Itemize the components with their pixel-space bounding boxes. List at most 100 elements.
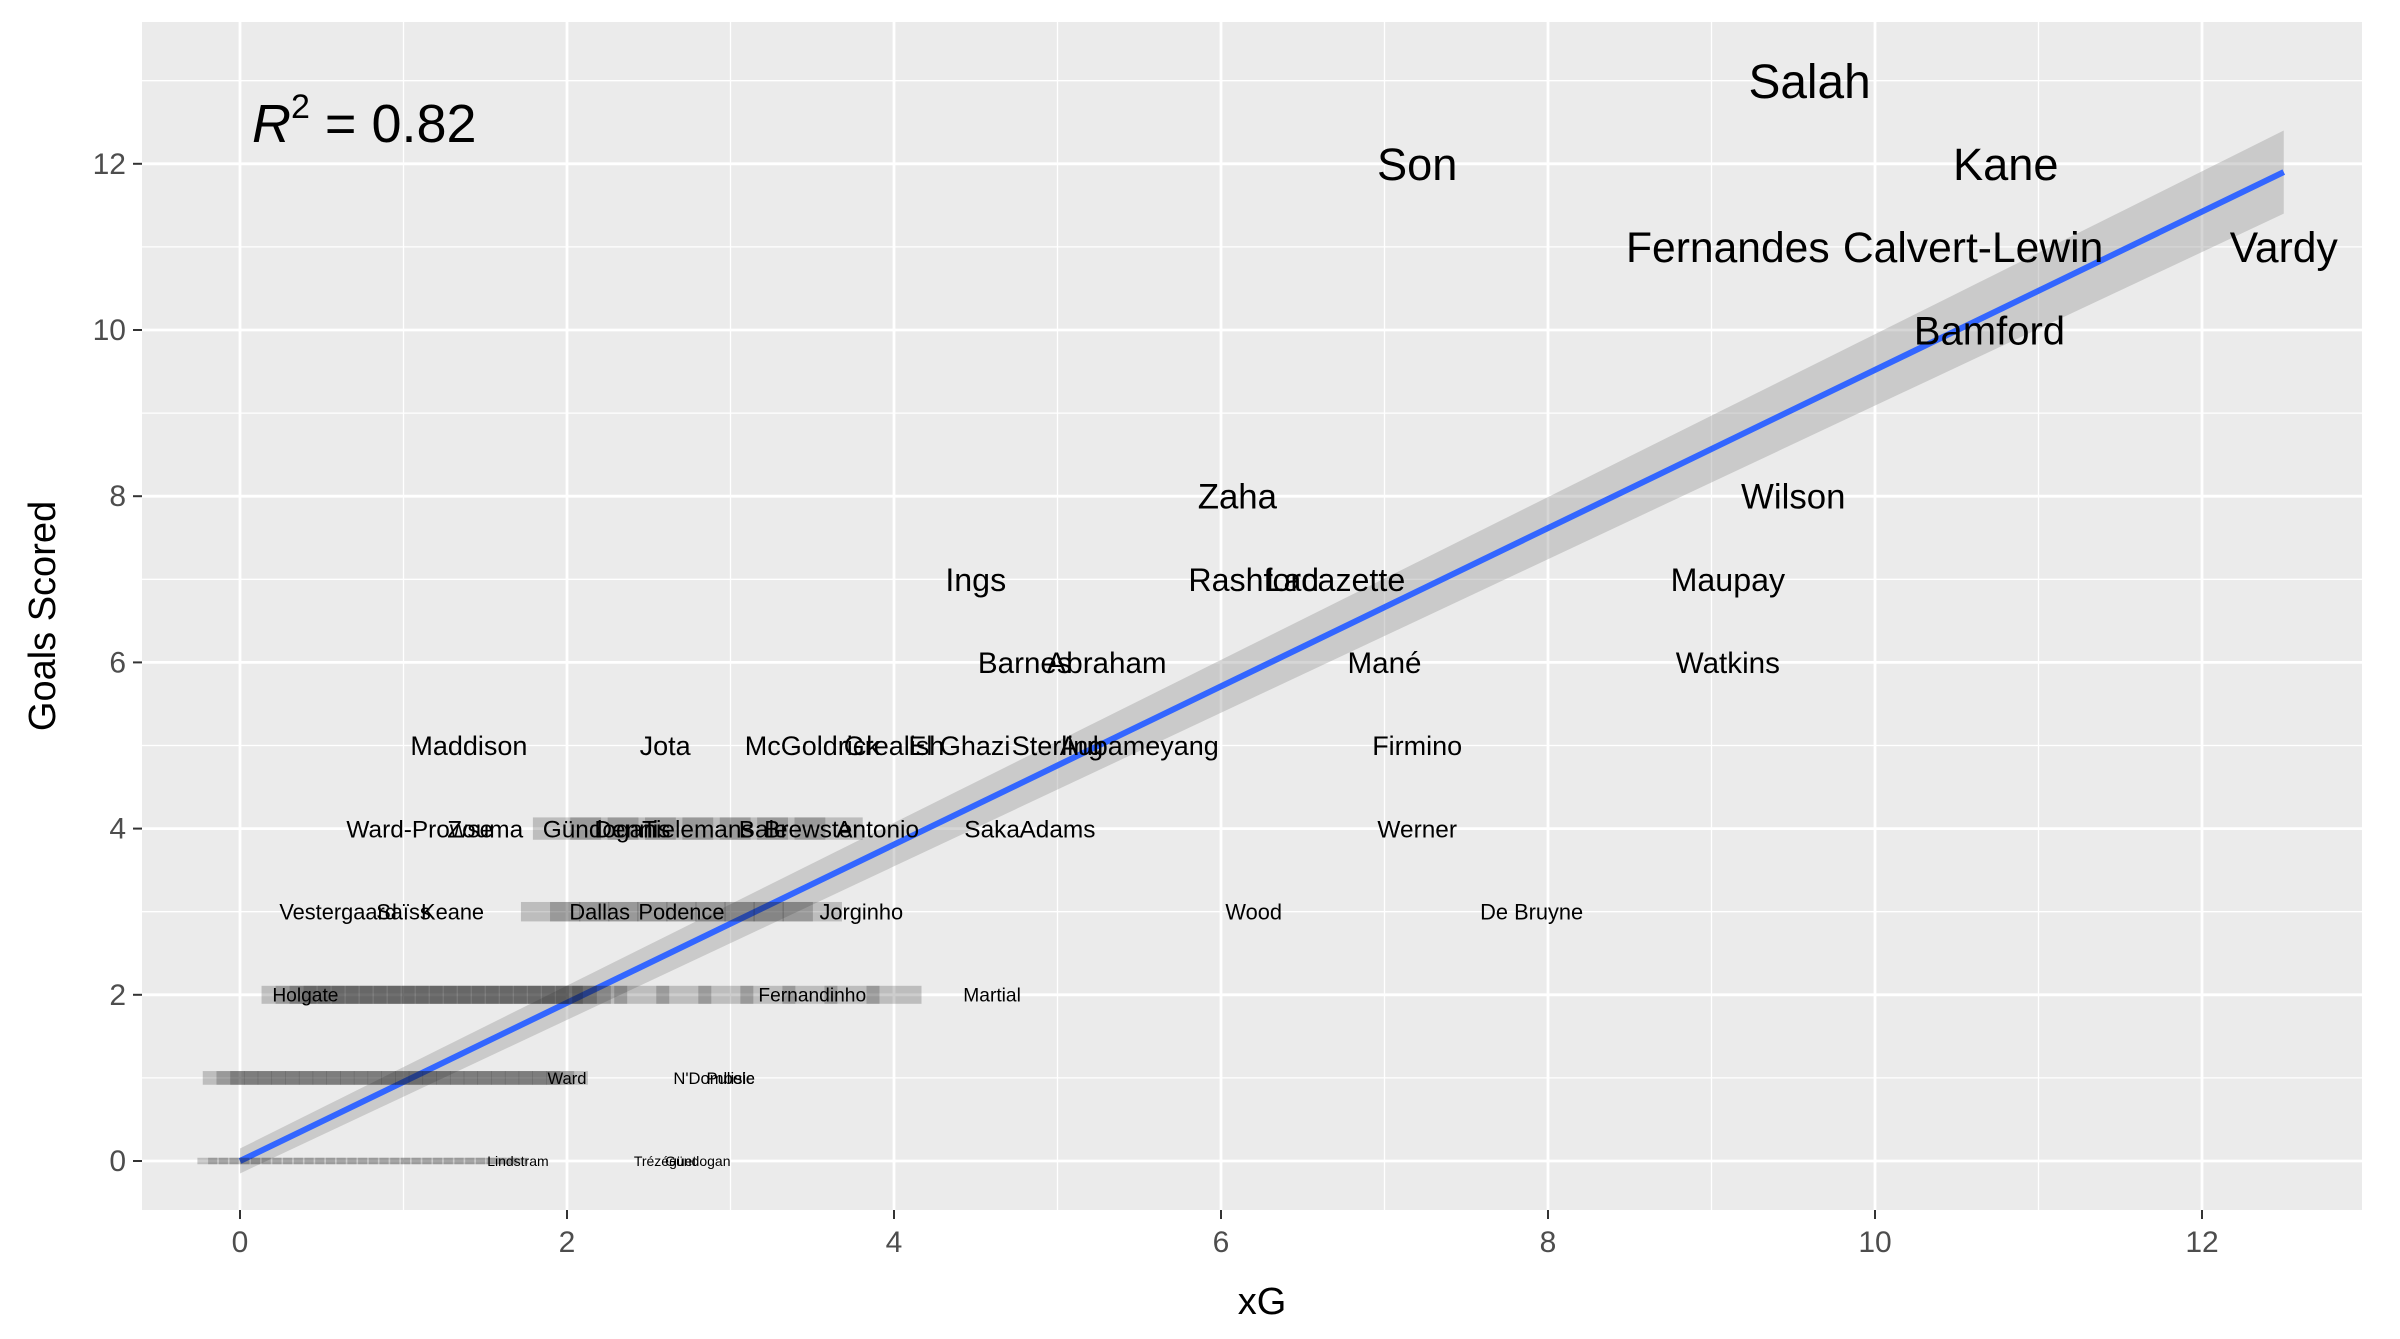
point-label: Antonio [836, 816, 919, 843]
overlapping-labels [197, 817, 922, 1165]
y-tick-label: 4 [109, 813, 126, 846]
point-label: Barnes [978, 647, 1072, 680]
overlapping-label-mark [208, 1157, 228, 1165]
overlapping-label-mark [698, 985, 754, 1004]
overlapping-label-mark [408, 1071, 451, 1085]
point-label: Dallas [569, 900, 630, 925]
overlapping-label-mark [513, 985, 569, 1004]
overlapping-label-mark [508, 1157, 528, 1165]
overlapping-label-mark [499, 985, 555, 1004]
overlapping-label-mark [449, 1071, 492, 1085]
point-label: Aubameyang [1060, 731, 1219, 761]
y-tick-label: 2 [109, 979, 126, 1012]
point-label: Wood [1225, 900, 1282, 925]
overlapping-label-mark [390, 1157, 411, 1165]
overlapping-label-mark [353, 1071, 396, 1085]
point-label: Martial [963, 986, 1021, 1007]
y-tick-label: 8 [109, 480, 126, 513]
overlapping-label-mark [395, 1071, 437, 1085]
overlapping-label-mark [570, 817, 639, 840]
point-label: Zouma [447, 816, 523, 843]
point-label: Bale [739, 816, 788, 843]
overlapping-label-mark [866, 985, 922, 1004]
point-label: Dennis [594, 816, 670, 843]
point-label: Gündogan [543, 816, 657, 843]
overlapping-label-mark [520, 901, 581, 922]
point-label: Abraham [1047, 647, 1167, 680]
overlapping-label-mark [381, 1071, 424, 1085]
point-label: Keane [421, 900, 484, 925]
overlapping-label-mark [368, 1157, 389, 1165]
overlapping-label-mark [695, 901, 755, 922]
overlapping-label-mark [724, 901, 784, 922]
overlapping-label-mark [824, 985, 880, 1004]
overlapping-label-mark [532, 817, 602, 840]
point-label: Maddison [410, 731, 527, 761]
trend-line [238, 169, 2286, 1164]
overlapping-label-mark [471, 985, 527, 1004]
overlapping-label-mark [443, 985, 499, 1004]
overlapping-label-mark [379, 1157, 400, 1165]
overlapping-label-mark [271, 1071, 314, 1085]
x-axis-title: xG [1238, 1281, 1287, 1323]
point-label: Rashford [1188, 562, 1319, 598]
overlapping-label-mark [555, 985, 611, 1004]
x-tick-label: 4 [886, 1226, 903, 1259]
overlapping-label-mark [401, 985, 457, 1004]
point-label: Firmino [1372, 731, 1462, 761]
minor-gridlines [142, 22, 2362, 1210]
overlapping-label-mark [261, 985, 317, 1004]
overlapping-label-mark [317, 985, 373, 1004]
overlapping-label-mark [457, 985, 513, 1004]
overlapping-label-mark [614, 985, 670, 1004]
overlapping-label-mark [475, 1157, 496, 1165]
overlapping-label-mark [546, 1071, 588, 1085]
overlapping-label-mark [367, 1071, 410, 1085]
point-label: Fernandinho [758, 986, 866, 1007]
panel-background [142, 22, 2362, 1210]
overlapping-label-mark [740, 985, 796, 1004]
overlapping-label-mark [541, 985, 597, 1004]
overlapping-label-mark [275, 985, 331, 1004]
x-tick-label: 2 [559, 1226, 576, 1259]
overlapping-label-mark [411, 1157, 432, 1165]
overlapping-label-mark [572, 985, 628, 1004]
point-label: Tielemans [642, 816, 754, 843]
overlapping-label-mark [608, 901, 668, 922]
overlapping-label-mark [637, 901, 697, 922]
overlapping-label-mark [312, 1071, 355, 1085]
overlapping-label-mark [358, 1157, 378, 1165]
point-label: Salah [1748, 56, 1870, 109]
overlapping-label-mark [293, 1157, 314, 1165]
overlapping-label-mark [504, 1071, 547, 1085]
overlapping-label-mark [497, 1157, 518, 1165]
overlapping-label-mark [422, 1071, 465, 1085]
overlapping-label-mark [315, 1157, 336, 1165]
overlapping-label-mark [359, 985, 415, 1004]
overlapping-label-mark [532, 1071, 575, 1085]
overlapping-label-mark [491, 1071, 533, 1085]
overlapping-label-mark [240, 1157, 261, 1165]
overlapping-label-mark [757, 817, 826, 840]
overlapping-label-mark [429, 985, 485, 1004]
overlapping-label-mark [485, 985, 541, 1004]
point-label: Ward-Prowse [346, 816, 493, 843]
overlapping-label-mark [436, 1071, 479, 1085]
point-label: Lindstram [487, 1153, 548, 1169]
overlapping-label-mark [243, 1071, 286, 1085]
r-squared-superscript: 2 [291, 88, 310, 126]
overlapping-label-mark [465, 1157, 486, 1165]
overlapping-label-mark [304, 1157, 325, 1165]
overlapping-label-mark [415, 985, 471, 1004]
overlapping-label-mark [486, 1157, 507, 1165]
overlapping-label-mark [373, 985, 429, 1004]
overlapping-label-mark [285, 1071, 327, 1085]
overlapping-label-mark [527, 985, 583, 1004]
point-label: Calvert-Lewin [1843, 224, 2103, 272]
overlapping-label-mark [325, 1157, 346, 1165]
point-label: Jorginho [819, 900, 903, 925]
y-tick-label: 10 [93, 314, 126, 347]
overlapping-label-mark [261, 1157, 282, 1165]
overlapping-label-mark [443, 1157, 464, 1165]
overlapping-label-mark [336, 1157, 357, 1165]
